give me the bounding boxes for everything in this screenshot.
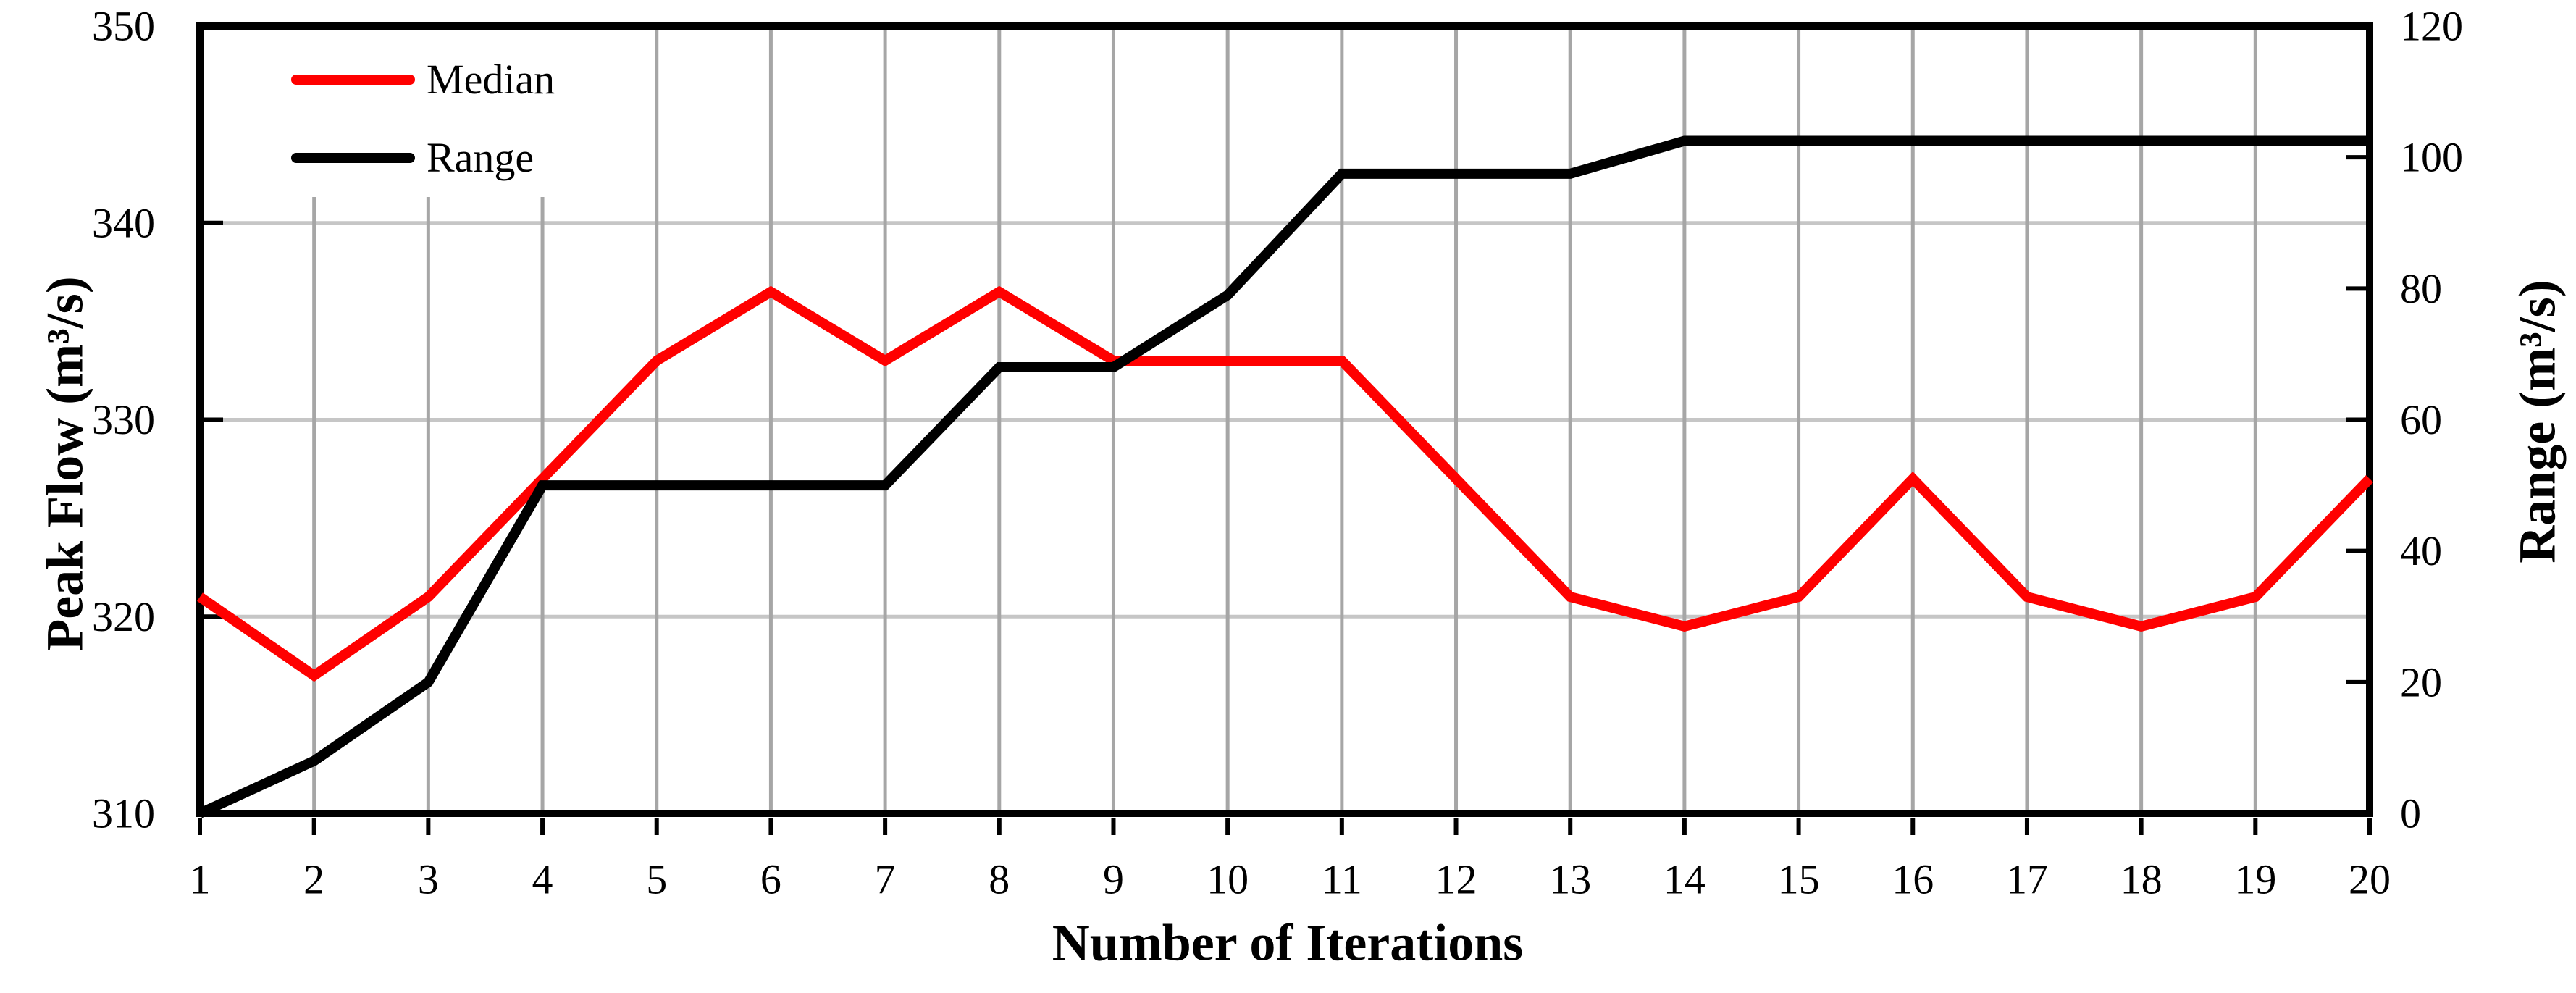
x-tick-label: 1 [190,856,211,903]
y-left-tick-label: 320 [92,593,155,640]
legend-item-range: Range [291,137,534,179]
x-tick-label: 12 [1435,856,1477,903]
x-tick-label: 9 [1103,856,1124,903]
y-right-tick-label: 20 [2400,658,2442,705]
y-right-tick-label: 80 [2400,265,2442,312]
x-tick-label: 2 [303,856,324,903]
x-tick-label: 4 [532,856,553,903]
range-line-swatch [291,153,415,163]
y-left-tick-label: 310 [92,790,155,837]
y-right-tick-label: 120 [2400,3,2463,50]
x-tick-label: 15 [1778,856,1820,903]
series-line-range [198,135,2370,818]
y-left-axis-title: Peak Flow (m³/s) [35,276,94,651]
y-right-tick-label: 60 [2400,396,2442,443]
x-tick-label: 3 [418,856,439,903]
median-line-swatch [291,75,415,85]
x-tick-label: 10 [1207,856,1249,903]
x-tick-label: 8 [989,856,1010,903]
y-left-tick-label: 330 [92,396,155,443]
x-tick-label: 6 [760,856,781,903]
x-tick-label: 13 [1549,856,1591,903]
y-right-tick-label: 100 [2400,134,2463,181]
y-left-tick-label: 350 [92,3,155,50]
plot-border [196,22,2373,817]
x-tick-label: 14 [1664,856,1706,903]
legend-item-median: Median [291,59,555,101]
x-tick-label: 20 [2349,856,2391,903]
x-tick-label: 19 [2234,856,2276,903]
y-left-tick-label: 340 [92,199,155,246]
x-axis-title: Number of Iterations [1052,913,1524,972]
legend-label-range: Range [427,134,534,181]
legend: Median Range [286,30,655,197]
x-tick-label: 5 [646,856,667,903]
x-tick-label: 17 [2006,856,2048,903]
series-line-median [197,285,2374,682]
x-tick-label: 16 [1892,856,1934,903]
legend-label-median: Median [427,56,555,103]
x-tick-label: 7 [875,856,896,903]
x-tick-label: 11 [1322,856,1362,903]
y-right-axis-title: Range (m³/s) [2508,280,2567,563]
x-tick-label: 18 [2120,856,2162,903]
y-right-tick-label: 40 [2400,527,2442,574]
y-right-tick-label: 0 [2400,790,2421,837]
